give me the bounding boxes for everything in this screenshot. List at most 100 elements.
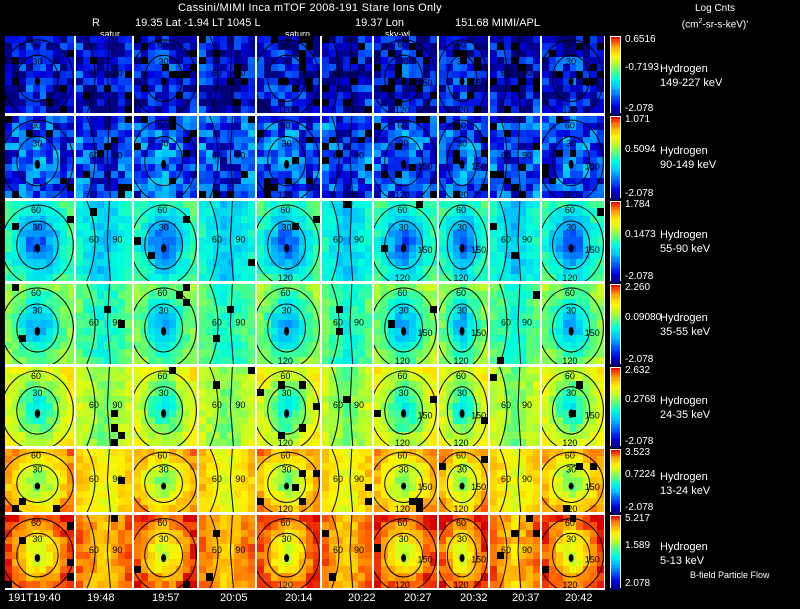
- sky-map-panel[interactable]: 60 90: [322, 201, 372, 281]
- sky-map-panel[interactable]: 60 90: [199, 116, 255, 198]
- sky-map-panel[interactable]: 60 90: [76, 284, 132, 364]
- sky-map-panel[interactable]: 60 90: [322, 36, 372, 113]
- sky-map-pixel: [11, 150, 20, 158]
- spectrogram-row[interactable]: 30 60 60 90 30 60 60 90 30 60 120 60 90 30 60 150 120 30 6…: [5, 201, 605, 281]
- sky-map-panel[interactable]: 60 90: [199, 367, 255, 446]
- sky-map-panel[interactable]: 60 90: [322, 116, 372, 198]
- sky-map-panel[interactable]: 30 60 120: [257, 201, 320, 281]
- spectrogram-row[interactable]: 30 60 60 90 30 60 60 90 30 60 120 60 90 30 60 150 120 30 6…: [5, 36, 605, 113]
- sky-map-panel[interactable]: 30 60 120: [257, 367, 320, 446]
- sky-map-panel[interactable]: 30 60 150 120: [542, 201, 604, 281]
- sky-map-pixel: [504, 36, 513, 44]
- sky-map-pixel: [176, 50, 184, 58]
- sky-map-panel[interactable]: 30 60: [5, 367, 74, 446]
- sky-map-panel[interactable]: 30 60 120: [257, 116, 320, 198]
- sky-map-pixel: [497, 85, 505, 93]
- sky-map-pixel: [104, 92, 112, 100]
- sky-map-pixel: [176, 64, 184, 72]
- sky-map-pixel: [590, 78, 598, 86]
- contour-line: [331, 36, 340, 113]
- sky-map-pixel: [53, 116, 61, 124]
- sky-map-pixel: [257, 106, 265, 113]
- sky-map-panel[interactable]: 30 60: [134, 36, 197, 113]
- sky-map-panel[interactable]: 30 60: [134, 116, 197, 198]
- pitch-angle-label: 150: [585, 78, 600, 88]
- sky-map-panel[interactable]: 30 60 150 120: [439, 367, 488, 446]
- sky-map-pixel: [313, 50, 320, 58]
- sky-map-panel[interactable]: 60 90: [490, 284, 540, 364]
- sky-map-panel[interactable]: 30 60 150 120: [542, 116, 604, 198]
- spectrogram-row[interactable]: 30 60 60 90 30 60 60 90 30 60 120 60 90 30 60 150 120 30 6…: [5, 367, 605, 446]
- sky-map-panel[interactable]: 30 60: [134, 201, 197, 281]
- sky-map-panel[interactable]: 60 90: [76, 116, 132, 198]
- spectrogram-row[interactable]: 30 60 60 90 30 60 60 90 30 60 120 60 90 30 60 150 120 30 6…: [5, 116, 605, 198]
- sky-map-panel[interactable]: 60 90: [490, 201, 540, 281]
- sky-map-panel[interactable]: 30 60 150 120: [374, 367, 437, 446]
- sky-map-pixel: [306, 85, 314, 93]
- sky-map-panel[interactable]: 30 60 120: [257, 284, 320, 364]
- sky-map-panel[interactable]: 60 90: [490, 367, 540, 446]
- sky-map-panel[interactable]: 30 60 150 120: [439, 116, 488, 198]
- sky-map-panel[interactable]: 60 90: [76, 36, 132, 113]
- sky-map-pixel: [597, 36, 604, 44]
- sky-map-pixel: [453, 43, 461, 51]
- sky-map-pixel: [343, 36, 352, 44]
- sky-map-pixel: [343, 99, 352, 107]
- sky-map-pixel: [199, 71, 207, 79]
- spectrogram-row[interactable]: 30 60 60 90 30 60 60 90 30 60 120 60 90 30 60 150 120 30 6…: [5, 284, 605, 364]
- sky-map-pixel: [278, 57, 286, 65]
- sky-map-pixel: [248, 92, 255, 100]
- sky-map-panel[interactable]: 60 90: [199, 201, 255, 281]
- sky-map-pixel: [125, 43, 132, 51]
- sky-map-panel[interactable]: 30 60 150 120: [374, 116, 437, 198]
- sky-map-panel[interactable]: 30 60 150 120: [374, 36, 437, 113]
- sky-map-panel[interactable]: 30 60: [5, 36, 74, 113]
- sky-map-panel[interactable]: 30 60 150 120: [439, 284, 488, 364]
- sky-map-panel[interactable]: 60 90: [76, 367, 132, 446]
- sky-map-panel[interactable]: 30 60 150 120: [439, 201, 488, 281]
- sky-map-panel[interactable]: 60 90: [199, 36, 255, 113]
- sky-map-pixel: [518, 64, 527, 72]
- sky-map-pixel: [148, 36, 156, 44]
- sky-map-pixel: [67, 129, 74, 138]
- sky-map-panel[interactable]: 60 90: [322, 367, 372, 446]
- sky-map-panel[interactable]: 30 60 150 120: [542, 284, 604, 364]
- sky-map-panel[interactable]: 30 60: [5, 201, 74, 281]
- sky-map-pixel: [583, 92, 591, 100]
- sky-map-panel[interactable]: 30 60: [5, 284, 74, 364]
- sky-map-panel[interactable]: 30 60: [134, 367, 197, 446]
- sky-map-pixel: [46, 106, 54, 113]
- sky-map-panel[interactable]: 60 90: [76, 201, 132, 281]
- pitch-angle-label: 90: [354, 151, 364, 161]
- contour-line: [134, 119, 197, 198]
- sky-map-panel[interactable]: 30 60 150 120: [374, 284, 437, 364]
- sky-map-panel[interactable]: 30 60: [5, 116, 74, 198]
- sky-map-panel[interactable]: 30 60: [134, 284, 197, 364]
- sky-map-pixel: [439, 85, 447, 93]
- sky-map-panel[interactable]: 60 90: [199, 284, 255, 364]
- sky-map-panel[interactable]: 30 60 150 120: [542, 36, 604, 113]
- sky-map-panel[interactable]: 60 90: [490, 36, 540, 113]
- sky-map-pixel: [18, 92, 27, 100]
- sky-map-pixel: [264, 99, 272, 107]
- sky-map-pixel: [125, 99, 132, 107]
- sky-map-panel[interactable]: 30 60 150 120: [374, 201, 437, 281]
- sky-map-pixel: [25, 163, 34, 172]
- sky-map-pixel: [83, 99, 91, 107]
- sky-map-panel[interactable]: 60 90: [490, 116, 540, 198]
- sky-map-pixel: [306, 57, 314, 65]
- sky-map-pixel: [162, 71, 170, 79]
- sky-map-panel[interactable]: 60 90: [322, 284, 372, 364]
- sky-map-pixel: [39, 150, 48, 158]
- contour-line: [134, 39, 197, 113]
- sky-map-panel[interactable]: 30 60 150 120: [542, 367, 604, 446]
- contour-line: [517, 284, 522, 364]
- spectrogram-grid[interactable]: 30 60 60 90 30 60 60 90 30 60 120 60 90 30 60 150 120 30 6…: [5, 36, 605, 590]
- pitch-angle-label: 120: [395, 105, 410, 113]
- sky-map-pixel: [5, 129, 13, 138]
- sky-map-panel[interactable]: 30 60 150 120: [439, 36, 488, 113]
- sky-map-panel[interactable]: 30 60 120: [257, 36, 320, 113]
- pitch-angle-label: 30: [399, 138, 409, 148]
